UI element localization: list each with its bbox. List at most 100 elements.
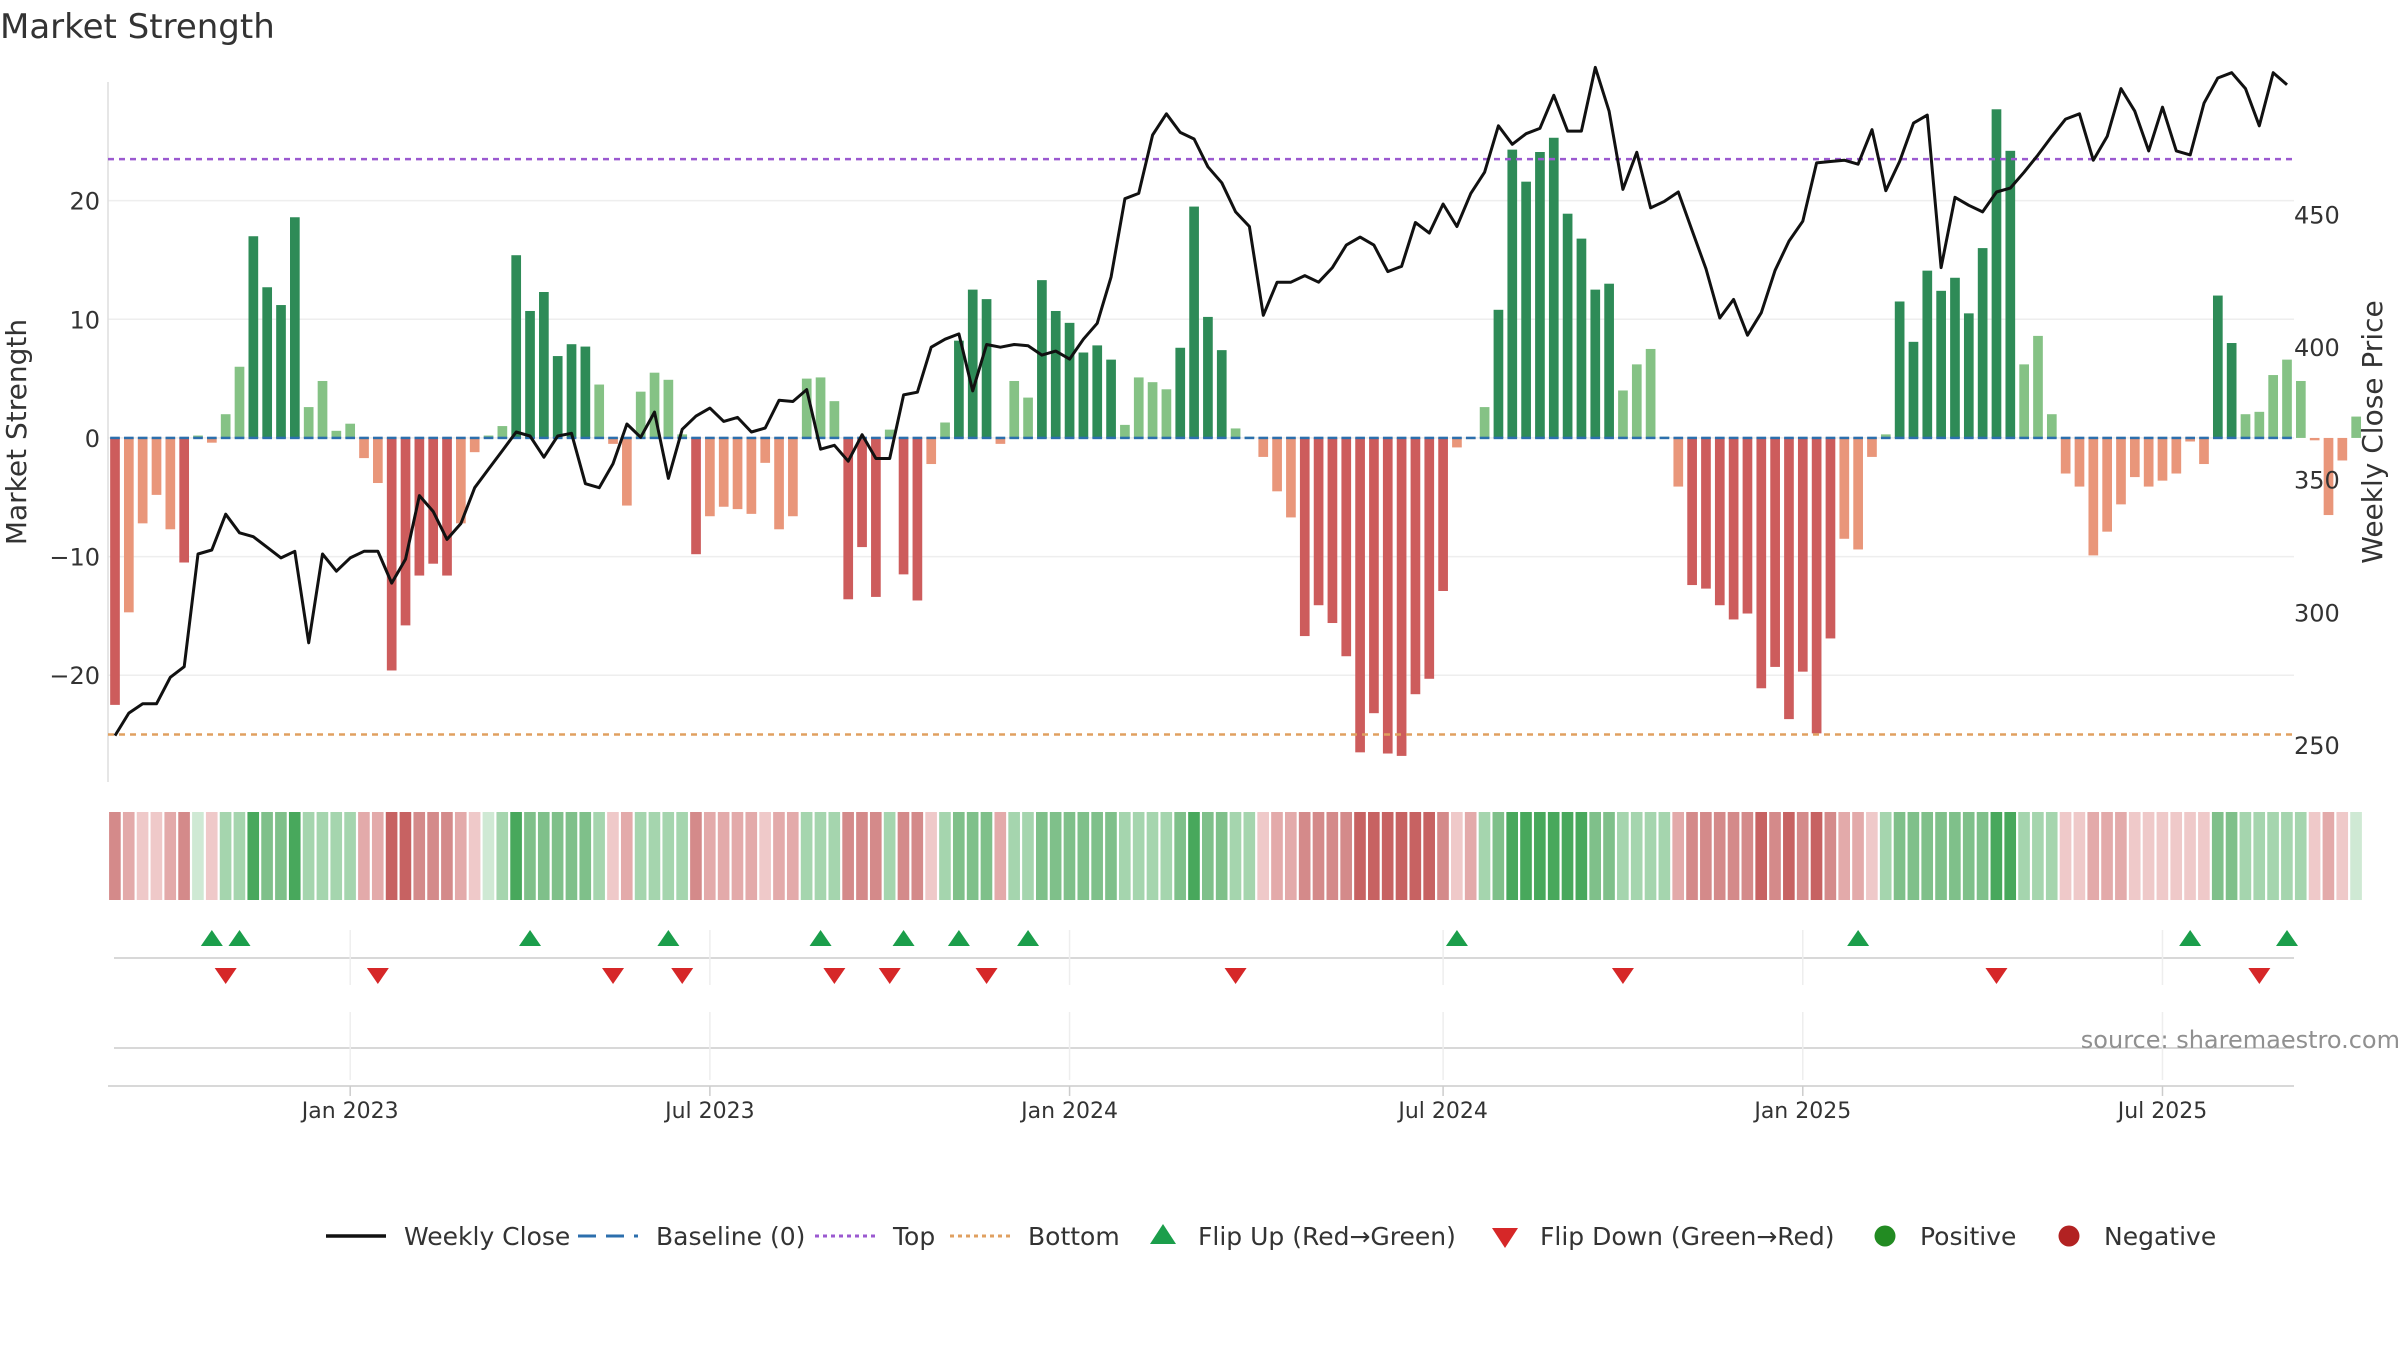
- band-cell: [1285, 812, 1297, 900]
- strength-bar-negative: [1382, 437, 1393, 754]
- strength-bar-positive: [1963, 313, 1974, 438]
- band-cell: [1907, 812, 1920, 900]
- strength-bar-positive: [331, 430, 342, 438]
- band-cell: [1879, 812, 1892, 900]
- left-tick-label: −20: [49, 662, 100, 690]
- strength-bar-negative: [2323, 437, 2334, 516]
- strength-bar-positive: [248, 236, 259, 438]
- strength-bar-negative: [788, 437, 798, 517]
- right-axis-label: Weekly Close Price: [2356, 300, 2389, 563]
- band-cell: [122, 812, 135, 900]
- left-tick-label: −10: [49, 544, 100, 572]
- strength-bar-negative: [137, 437, 148, 524]
- flip-down-marker: [1224, 968, 1247, 984]
- strength-bar-negative: [1673, 437, 1684, 487]
- band-cell: [261, 812, 273, 900]
- band-cell: [150, 812, 163, 900]
- flip-up-marker: [2179, 930, 2202, 946]
- strength-bar-negative: [691, 437, 701, 555]
- strength-bar-negative: [2171, 437, 2182, 474]
- strength-bar-negative: [110, 437, 120, 705]
- legend-label: Weekly Close: [404, 1222, 570, 1251]
- legend-item: Negative: [2058, 1222, 2216, 1251]
- strength-bar-negative: [386, 437, 397, 671]
- band-cell: [109, 812, 121, 900]
- legend-item: Flip Down (Green→Red): [1492, 1222, 1835, 1251]
- strength-bar-negative: [1327, 437, 1338, 624]
- band-cell: [1160, 812, 1173, 900]
- band-cell: [1658, 812, 1671, 900]
- band-cell: [565, 812, 578, 900]
- legend-item: Bottom: [950, 1222, 1120, 1251]
- strength-bar-positive: [566, 344, 577, 438]
- strength-bar-negative: [400, 437, 411, 626]
- band-cell: [1132, 812, 1145, 900]
- weekly-close-line: [113, 65, 2288, 737]
- band-cell: [2253, 812, 2266, 900]
- band-cell: [1340, 812, 1352, 900]
- strength-bar-positive: [1922, 270, 1933, 438]
- strength-bar-negative: [2143, 437, 2154, 487]
- chart-title: Market Strength: [0, 7, 275, 47]
- band-cell: [634, 812, 647, 900]
- strength-bar-positive: [1507, 149, 1518, 438]
- strength-bar-positive: [1880, 434, 1891, 438]
- strength-bar-positive: [580, 346, 591, 438]
- strength-bar-positive: [1936, 290, 1946, 438]
- strength-bar-positive: [1147, 382, 1158, 438]
- band-cell: [247, 812, 260, 900]
- strength-bar-negative: [2337, 437, 2348, 461]
- band-cell: [468, 812, 481, 900]
- flip-up-marker: [892, 930, 915, 946]
- strength-bar-positive: [2019, 364, 2029, 438]
- band-cell: [1395, 812, 1408, 900]
- legend-item: Baseline (0): [578, 1222, 805, 1251]
- strength-bar-positive: [552, 356, 563, 438]
- band-cell: [164, 812, 177, 900]
- bottom-panel-vgrid: [349, 1012, 2164, 1080]
- band-cell: [1810, 812, 1823, 900]
- strength-bar-positive: [1216, 350, 1227, 438]
- band-cell: [2142, 812, 2155, 900]
- band-cell: [427, 812, 439, 900]
- strength-bar-positive: [525, 310, 535, 438]
- strength-bar-positive: [1645, 348, 1656, 438]
- band-cell: [2281, 812, 2293, 900]
- strength-bar-positive: [954, 340, 964, 438]
- flip-up-marker: [1445, 930, 1468, 946]
- band-cell: [2308, 812, 2321, 900]
- band-cell: [662, 812, 675, 900]
- left-axis-label: Market Strength: [0, 319, 33, 545]
- band-cell: [1976, 812, 1989, 900]
- band-cell: [344, 812, 356, 900]
- band-cell: [1215, 812, 1228, 900]
- strength-bar-negative: [469, 437, 480, 453]
- x-tick-label: Jan 2025: [1752, 1099, 1851, 1124]
- strength-bar-positive: [511, 255, 522, 438]
- band-cell: [593, 812, 605, 900]
- strength-bar-positive: [801, 378, 812, 438]
- band-cell: [2018, 812, 2030, 900]
- strength-bar-positive: [1161, 389, 1172, 438]
- left-axis-ticks: 20 10 0 −10 −20: [49, 188, 100, 691]
- strength-bar-positive: [677, 434, 688, 438]
- strength-bar-negative: [2129, 437, 2140, 478]
- strength-bar-positive: [1009, 380, 1020, 438]
- strength-bar-positive: [497, 426, 508, 438]
- band-cell: [745, 812, 758, 900]
- strength-bar-positive: [2282, 359, 2292, 438]
- flip-panel: [114, 930, 2298, 985]
- band-cell: [1506, 812, 1518, 900]
- band-cell: [1921, 812, 1934, 900]
- strength-bar-positive: [1092, 345, 1103, 438]
- strength-bar-positive: [2295, 380, 2306, 438]
- band-cell: [1617, 812, 1629, 900]
- band-cell: [316, 812, 329, 900]
- band-cell: [330, 812, 343, 900]
- strength-bar-negative: [2060, 437, 2071, 474]
- band-cell: [2045, 812, 2058, 900]
- right-tick-label: 250: [2294, 732, 2340, 760]
- band-cell: [2336, 812, 2349, 900]
- strength-bar-positive: [1521, 181, 1531, 438]
- band-cell: [1381, 812, 1394, 900]
